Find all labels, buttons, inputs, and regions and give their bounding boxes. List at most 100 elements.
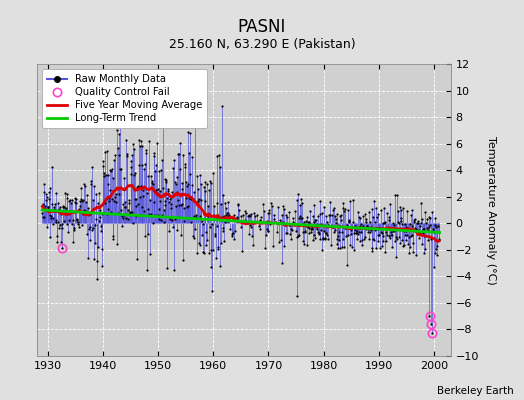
Point [414, 218, 423, 224]
Point [205, 224, 214, 230]
Point [50, 200, 59, 207]
Point [430, 264, 438, 270]
Point [138, 142, 147, 149]
Point [213, 222, 222, 229]
Point [301, 229, 310, 235]
Point [419, 226, 427, 232]
Point [113, 241, 121, 248]
Point [217, 214, 226, 220]
Point [83, 192, 92, 199]
Point [301, 223, 310, 230]
Point [315, 211, 324, 217]
Point [354, 208, 362, 215]
Point [308, 226, 316, 232]
Point [86, 211, 95, 217]
Point [291, 208, 299, 214]
Point [152, 190, 161, 196]
Point [163, 265, 171, 271]
Point [103, 172, 112, 178]
Point [186, 130, 194, 137]
Point [306, 208, 314, 214]
Point [132, 203, 140, 210]
Point [38, 210, 47, 216]
Point [143, 266, 151, 273]
Point [302, 218, 310, 224]
Point [215, 164, 224, 170]
Point [343, 207, 352, 214]
Point [332, 216, 340, 223]
Point [283, 229, 291, 236]
Point [384, 214, 392, 220]
Point [99, 162, 107, 169]
Point [152, 161, 160, 168]
Point [384, 226, 392, 232]
Point [424, 224, 433, 230]
Point [177, 232, 185, 238]
Point [343, 221, 351, 228]
Point [204, 213, 212, 219]
Point [60, 218, 68, 224]
Point [339, 200, 347, 206]
Point [258, 201, 267, 207]
Point [255, 223, 263, 230]
Point [189, 196, 197, 202]
Point [96, 228, 105, 234]
Point [216, 240, 225, 246]
Point [161, 176, 169, 182]
Point [196, 172, 204, 178]
Point [210, 212, 219, 218]
Point [431, 214, 439, 221]
Point [196, 181, 205, 188]
Point [229, 230, 237, 236]
Point [304, 230, 313, 236]
Point [379, 233, 388, 239]
Point [423, 226, 432, 233]
Point [147, 211, 155, 217]
Point [375, 225, 383, 232]
Point [174, 151, 182, 158]
Point [125, 199, 133, 206]
Point [230, 236, 238, 242]
Point [309, 202, 318, 208]
Point [58, 221, 66, 227]
Point [161, 202, 170, 208]
Point [107, 166, 116, 172]
Point [136, 183, 145, 190]
Point [316, 221, 325, 227]
Point [169, 164, 177, 171]
Point [383, 232, 391, 238]
Point [68, 221, 77, 228]
Point [378, 243, 386, 249]
Point [417, 200, 425, 206]
Point [309, 236, 317, 243]
Point [387, 232, 396, 238]
Point [165, 199, 173, 205]
Point [351, 222, 359, 229]
Point [125, 209, 134, 216]
Point [192, 173, 201, 180]
Point [363, 223, 371, 229]
Point [299, 220, 307, 227]
Point [369, 198, 378, 205]
Point [194, 196, 203, 202]
Point [355, 229, 363, 236]
Point [313, 220, 321, 227]
Point [396, 240, 404, 246]
Point [278, 260, 286, 266]
Point [403, 232, 411, 238]
Point [75, 208, 83, 215]
Point [246, 213, 254, 220]
Point [169, 224, 178, 230]
Point [350, 247, 358, 253]
Point [206, 264, 215, 270]
Point [367, 206, 376, 212]
Point [348, 219, 357, 225]
Point [159, 206, 168, 213]
Point [398, 221, 407, 227]
Point [48, 164, 57, 171]
Point [39, 214, 48, 221]
Point [407, 233, 415, 240]
Point [179, 257, 188, 264]
Point [366, 218, 374, 225]
Point [244, 213, 252, 220]
